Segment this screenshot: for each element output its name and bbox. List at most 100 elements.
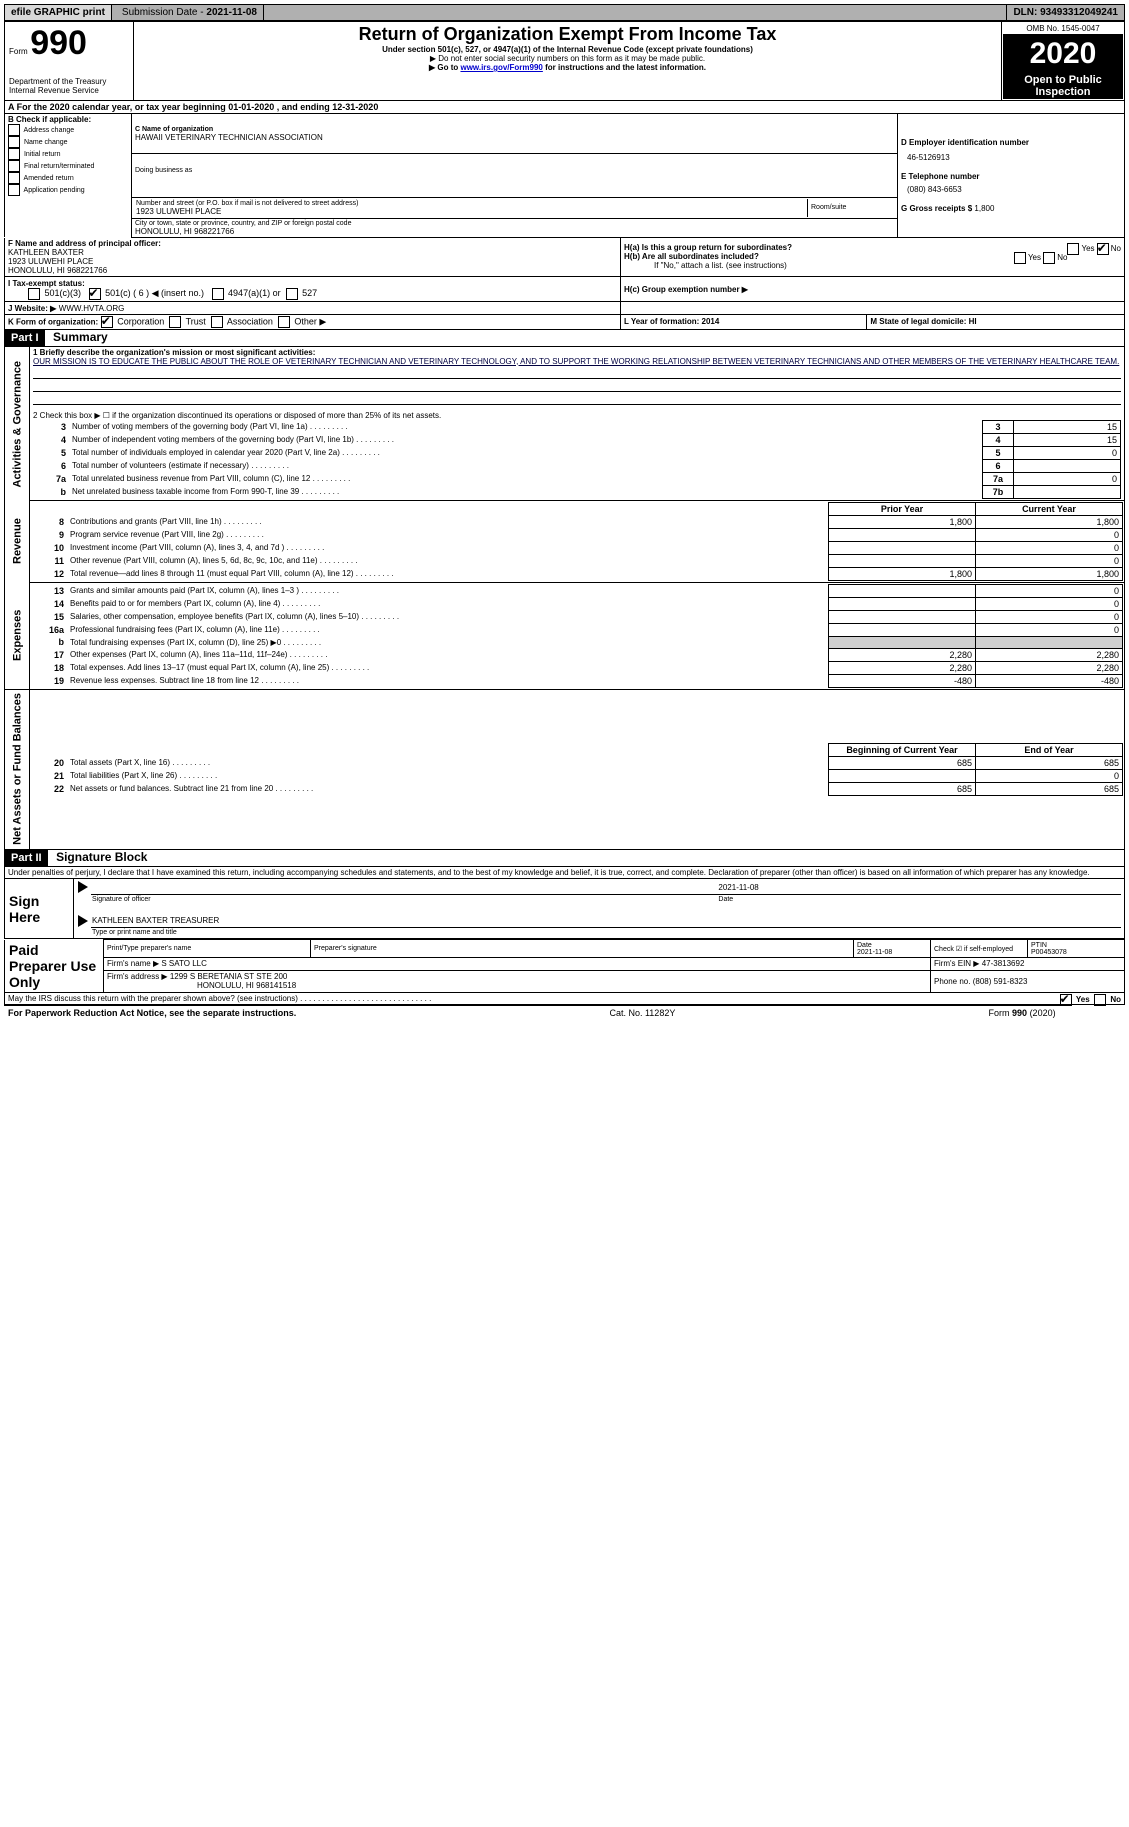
firm-addr-label: Firm's address ▶ [107,972,168,981]
dept-treasury: Department of the Treasury Internal Reve… [9,77,129,95]
identity-block: B Check if applicable: Address change Na… [4,114,1125,238]
box-b-option[interactable]: Final return/terminated [8,160,128,172]
summary-row: 9Program service revenue (Part VIII, lin… [31,528,1123,541]
summary-row: 14Benefits paid to or for members (Part … [31,597,1123,610]
no-label-3: No [1110,995,1121,1004]
box-k-label: K Form of organization: [8,317,98,326]
trust-checkbox[interactable] [169,316,181,328]
paid-preparer-label: Paid Preparer Use Only [9,942,99,990]
dln-label: DLN: [1013,7,1040,18]
form-label: Form [9,47,28,56]
hb-label: H(b) Are all subordinates included? [624,252,759,261]
summary-row: 3Number of voting members of the governi… [33,420,1121,433]
irs-link[interactable]: www.irs.gov/Form990 [460,63,542,72]
summary-row: 19Revenue less expenses. Subtract line 1… [31,674,1123,687]
top-bar: efile GRAPHIC print Submission Date - 20… [4,4,1125,21]
form-subtitle-3: ▶ Go to www.irs.gov/Form990 for instruct… [138,63,997,72]
tax-year: 2020 [1003,35,1123,73]
cat-no: Cat. No. 11282Y [609,1008,675,1018]
form-footer: Form 990 (2020) [989,1008,1056,1018]
hb-no-checkbox[interactable] [1043,252,1055,264]
box-m: M State of legal domicile: HI [867,315,1125,330]
ein-value: 46-5126913 [901,147,1121,172]
hb-yes-checkbox[interactable] [1014,252,1026,264]
other-checkbox[interactable] [278,316,290,328]
ptin-label: PTIN [1031,942,1047,949]
phone-value: (808) 591-8323 [973,977,1028,986]
ptin-value: P00453078 [1031,949,1067,956]
4947-checkbox[interactable] [212,288,224,300]
blank-line [33,379,1121,392]
other-label: Other ▶ [294,316,326,326]
527-label: 527 [302,288,317,298]
dln-cell: DLN: 93493312049241 [1006,5,1124,20]
box-b-option[interactable]: Amended return [8,172,128,184]
goto-pre: ▶ Go to [429,63,460,72]
trust-label: Trust [186,316,206,326]
side-netassets: Net Assets or Fund Balances [5,689,30,850]
pp-self-employed: Check ☑ if self-employed [931,940,1028,958]
part1-header-row: Part I Summary [4,330,1125,347]
line2: 2 Check this box ▶ ☐ if the organization… [33,411,1121,420]
open-to-public: Open to Public Inspection [1003,73,1123,99]
ha-yes-checkbox[interactable] [1067,243,1079,255]
pp-date-label: Date [857,942,872,949]
telephone-value: (080) 843-6653 [901,181,1121,204]
501c-label: 501(c) ( 6 ) ◀ (insert no.) [105,288,204,298]
yes-label: Yes [1081,244,1094,253]
efile-print-button[interactable]: efile GRAPHIC print [5,5,112,20]
501c-checkbox[interactable] [89,288,101,300]
line1-label: 1 Briefly describe the organization's mi… [33,348,1121,357]
summary-row: 16aProfessional fundraising fees (Part I… [31,623,1123,636]
part1-title: Summary [47,330,108,344]
period-line-a: A For the 2020 calendar year, or tax yea… [4,101,1125,114]
discuss-no-checkbox[interactable] [1094,994,1106,1006]
city-label: City or town, state or province, country… [135,220,894,227]
firm-city-value: HONOLULU, HI 968141518 [107,981,296,990]
corp-checkbox[interactable] [101,316,113,328]
501c3-checkbox[interactable] [28,288,40,300]
blank-line [33,392,1121,405]
501c3-label: 501(c)(3) [45,288,82,298]
submission-date-value: 2021-11-08 [206,7,257,18]
klm-block: K Form of organization: Corporation Trus… [4,315,1125,330]
governance-table: 3Number of voting members of the governi… [33,420,1121,499]
firm-ein-value: 47-3813692 [982,959,1025,968]
signature-arrow-icon [78,915,88,927]
dba-value [135,174,894,184]
type-name-label: Type or print name and title [91,928,1121,938]
sig-officer-label: Signature of officer [91,894,717,904]
assoc-checkbox[interactable] [211,316,223,328]
officer-group-block: F Name and address of principal officer:… [4,238,1125,277]
discuss-yes-checkbox[interactable] [1060,994,1072,1006]
no-label-2: No [1057,253,1067,262]
summary-row: 8Contributions and grants (Part VIII, li… [31,515,1123,528]
summary-row: bNet unrelated business taxable income f… [33,485,1121,498]
form-subtitle-2: ▶ Do not enter social security numbers o… [138,54,997,63]
box-b-option[interactable]: Name change [8,136,128,148]
side-expenses: Expenses [5,582,30,689]
box-b-option[interactable]: Application pending [8,184,128,196]
status-block: I Tax-exempt status: 501(c)(3) 501(c) ( … [4,277,1125,315]
part2-badge: Part II [5,850,48,866]
box-j-label: J Website: ▶ [8,304,56,313]
summary-row: 15Salaries, other compensation, employee… [31,610,1123,623]
submission-date-cell: Submission Date - 2021-11-08 [116,5,264,20]
yes-label-2: Yes [1028,253,1041,262]
box-b-label: B Check if applicable: [8,115,128,124]
side-revenue: Revenue [5,500,30,582]
ha-no-checkbox[interactable] [1097,243,1109,255]
officer-addr1: 1923 ULUWEHI PLACE [8,257,617,266]
box-g: G Gross receipts $ 1,800 [901,204,1121,213]
527-checkbox[interactable] [286,288,298,300]
box-b-option[interactable]: Initial return [8,148,128,160]
summary-row: 21Total liabilities (Part X, line 26)0 [31,769,1123,782]
room-suite-label: Room/suite [811,204,891,211]
firm-name-label: Firm's name ▶ [107,959,159,968]
part2-title: Signature Block [50,850,147,864]
officer-name: KATHLEEN BAXTER [8,248,617,257]
summary-row: bTotal fundraising expenses (Part IX, co… [31,636,1123,648]
submission-date-label: Submission Date - [122,7,206,18]
officer-addr2: HONOLULU, HI 968221766 [8,266,617,275]
box-b-option[interactable]: Address change [8,124,128,136]
